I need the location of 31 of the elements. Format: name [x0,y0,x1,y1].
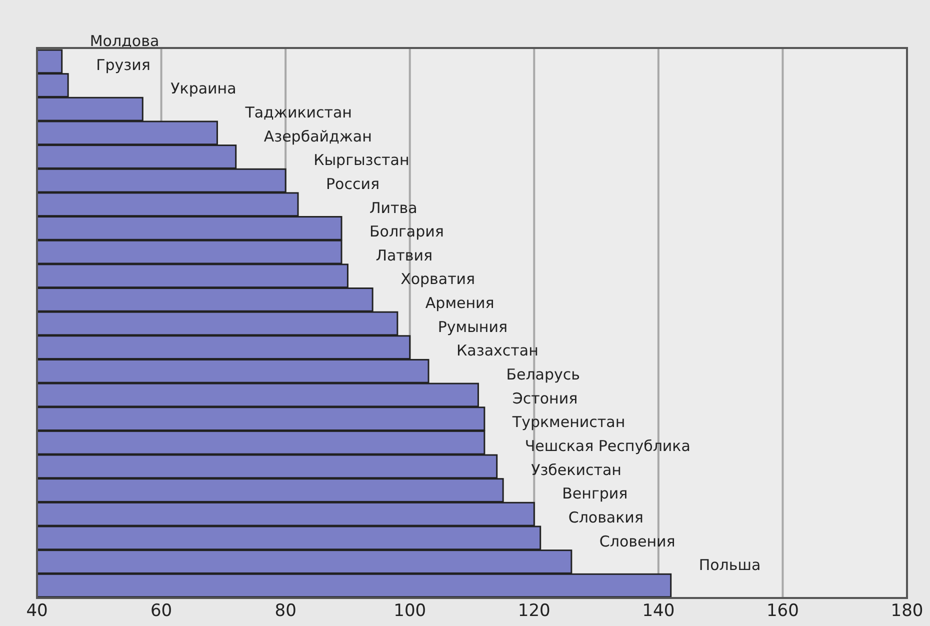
y-tick-label: Туркменистан [511,413,626,432]
x-tick-label: 60 [150,601,172,622]
y-tick-label: Беларусь [506,366,580,384]
y-tick-label: Узбекистан [531,460,622,479]
x-tick-label: 80 [274,601,296,622]
x-tick-label: 100 [394,601,426,622]
y-tick-label: Латвия [376,246,433,264]
y-tick-label: Венгрия [562,484,628,503]
y-tick-label: Польша [698,556,761,574]
y-tick-label: Украина [170,80,236,98]
x-tick-label: 180 [890,601,924,622]
y-tick-label: Таджикистан [244,103,352,122]
y-tick-label: Казахстан [456,342,538,360]
y-tick-label: Румыния [438,318,508,336]
y-tick-label: Болгария [370,222,444,241]
y-tick-label: Армения [425,294,494,312]
y-tick-label: Чешская Республика [524,437,690,456]
y-tick-label: Эстония [512,389,578,408]
y-tick-label: Литва [370,198,418,217]
x-tick-label: 40 [26,601,48,622]
x-tick-label: 160 [766,601,799,622]
y-tick-label: Хорватия [400,270,476,288]
x-tick-label: 120 [518,601,550,622]
y-tick-label: Азербайджан [264,127,372,146]
y-tick-label: Молдова [90,32,160,50]
y-tick-label: Словакия [568,508,644,526]
y-tick-label: Россия [326,174,380,193]
y-tick-label: Словения [599,532,676,550]
x-tick-label: 140 [642,601,675,622]
y-tick-label: Грузия [96,56,150,74]
y-tick-label: Кыргызстан [314,151,410,170]
